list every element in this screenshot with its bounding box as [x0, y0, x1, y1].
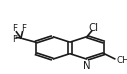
Text: F: F	[12, 35, 17, 44]
Text: N: N	[83, 61, 91, 71]
Text: F: F	[12, 24, 17, 33]
Text: F: F	[21, 24, 26, 33]
Text: CH₃: CH₃	[117, 56, 127, 65]
Text: Cl: Cl	[88, 23, 98, 33]
